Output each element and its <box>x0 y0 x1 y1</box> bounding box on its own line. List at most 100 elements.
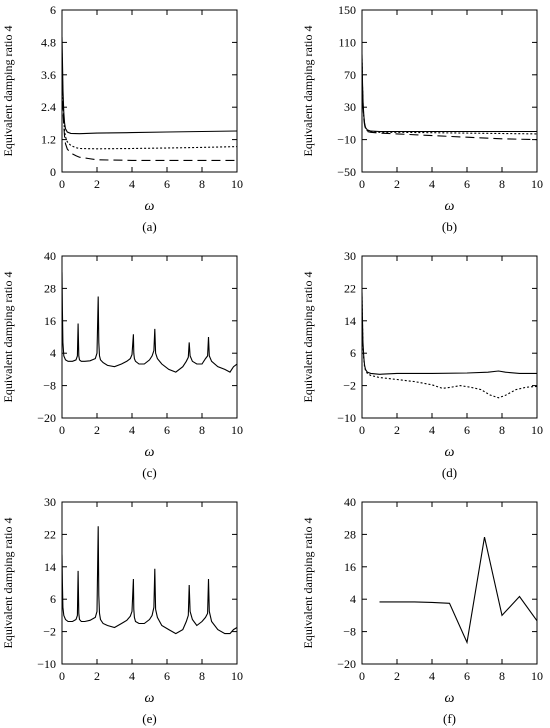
x-tick-label: 8 <box>499 669 505 683</box>
y-tick-label: −20 <box>37 411 56 425</box>
series-line-solid <box>62 36 237 135</box>
y-tick-label: 30 <box>344 100 356 114</box>
y-tick-label: 70 <box>344 68 356 82</box>
panel-f: 0 2 4 6 8 10 −20 −8 4 16 28 40 Equivalent damping ra… <box>301 495 543 726</box>
panel-e: 0 2 4 6 8 10 −10 −2 6 14 22 30 Equivalent damping ra… <box>1 495 243 726</box>
panel-caption: (d) <box>442 465 457 480</box>
panel-c: 0 2 4 6 8 10 −20 −8 4 16 28 40 Equivalent damping ra… <box>1 249 243 480</box>
y-tick-label: −50 <box>337 165 356 179</box>
x-tick-label: 6 <box>464 669 470 683</box>
series-line-solid <box>62 526 237 635</box>
y-tick-label: 4 <box>50 346 56 360</box>
y-tick-label: 22 <box>344 281 356 295</box>
x-tick-label: 8 <box>499 423 505 437</box>
y-tick-label: 6 <box>350 346 356 360</box>
x-tick-label: 4 <box>429 669 435 683</box>
x-tick-label: 8 <box>499 177 505 191</box>
x-tick-label: 0 <box>59 177 65 191</box>
series-line-solid <box>362 292 537 375</box>
x-tick-label: 2 <box>94 177 100 191</box>
y-axis-label: Equivalent damping ratio 4 <box>301 518 315 649</box>
x-tick-label: 4 <box>129 177 135 191</box>
x-axis-label: ω <box>145 445 155 460</box>
x-tick-label: 0 <box>359 423 365 437</box>
y-tick-label: 6 <box>50 3 56 17</box>
x-tick-label: 2 <box>94 669 100 683</box>
series-line-dashed <box>62 58 237 161</box>
x-tick-label: 8 <box>199 669 205 683</box>
x-tick-label: 6 <box>464 177 470 191</box>
y-tick-label: 40 <box>44 249 56 263</box>
y-axis-label: Equivalent damping ratio 4 <box>301 272 315 403</box>
x-axis-label: ω <box>445 691 455 706</box>
x-tick-label: 10 <box>531 177 543 191</box>
x-tick-label: 4 <box>429 177 435 191</box>
x-tick-label: 0 <box>59 669 65 683</box>
x-tick-label: 0 <box>59 423 65 437</box>
panel-caption: (f) <box>443 711 456 726</box>
y-axis-label: Equivalent damping ratio 4 <box>1 272 15 403</box>
y-tick-label: −10 <box>337 133 356 147</box>
series-line-solid <box>362 54 537 133</box>
y-tick-label: 14 <box>44 560 56 574</box>
y-tick-label: −8 <box>43 379 56 393</box>
y-axis-label: Equivalent damping ratio 4 <box>1 518 15 649</box>
x-tick-label: 2 <box>394 669 400 683</box>
x-tick-label: 2 <box>394 423 400 437</box>
y-tick-label: 2.4 <box>41 100 56 114</box>
y-tick-label: 22 <box>44 527 56 541</box>
y-tick-label: −8 <box>343 625 356 639</box>
y-tick-label: 1.2 <box>41 133 56 147</box>
x-tick-label: 10 <box>531 669 543 683</box>
x-tick-label: 2 <box>94 423 100 437</box>
panel-caption: (c) <box>142 465 156 480</box>
y-tick-label: 14 <box>344 314 356 328</box>
x-tick-label: 10 <box>531 423 543 437</box>
x-tick-label: 4 <box>129 423 135 437</box>
series-line-dotted <box>362 296 537 399</box>
series-line-dotted <box>62 53 237 150</box>
y-tick-label: 40 <box>344 495 356 509</box>
x-tick-label: 10 <box>231 669 243 683</box>
panel-caption: (b) <box>442 219 457 234</box>
x-tick-label: 8 <box>199 177 205 191</box>
x-tick-label: 8 <box>199 423 205 437</box>
y-tick-label: 16 <box>44 314 56 328</box>
series-line-solid <box>379 536 537 645</box>
x-tick-label: 4 <box>129 669 135 683</box>
panel-a: 0 2 4 6 8 10 0 1.2 2.4 3.6 4.8 6 Equivalent damping … <box>1 3 243 234</box>
plot-frame <box>361 501 538 665</box>
y-tick-label: 110 <box>338 35 356 49</box>
series-line-dashed <box>362 62 537 141</box>
y-axis-label: Equivalent damping ratio 4 <box>301 26 315 157</box>
x-axis-label: ω <box>445 199 455 214</box>
plot-frame <box>61 255 238 419</box>
y-tick-label: 28 <box>44 281 56 295</box>
y-tick-label: 6 <box>50 592 56 606</box>
y-tick-label: 30 <box>344 249 356 263</box>
y-tick-label: −2 <box>43 625 56 639</box>
x-tick-label: 10 <box>231 423 243 437</box>
y-tick-label: −10 <box>37 657 56 671</box>
y-tick-label: 30 <box>44 495 56 509</box>
x-tick-label: 2 <box>394 177 400 191</box>
x-tick-label: 6 <box>164 669 170 683</box>
x-tick-label: 10 <box>231 177 243 191</box>
panel-caption: (a) <box>142 219 156 234</box>
plot-frame <box>361 9 538 173</box>
y-tick-label: 0 <box>50 165 56 179</box>
x-tick-label: 6 <box>164 177 170 191</box>
y-tick-label: −2 <box>343 379 356 393</box>
x-axis-label: ω <box>145 691 155 706</box>
x-tick-label: 0 <box>359 669 365 683</box>
y-tick-label: 3.6 <box>41 68 56 82</box>
y-tick-label: 150 <box>338 3 356 17</box>
x-tick-label: 6 <box>164 423 170 437</box>
panel-b: 0 2 4 6 8 10 −50 −10 30 70 110 150 Equivalent dampin… <box>301 3 543 234</box>
y-tick-label: 16 <box>344 560 356 574</box>
x-tick-label: 0 <box>359 177 365 191</box>
plot-frame <box>61 9 238 173</box>
series-line-solid <box>62 272 237 373</box>
y-tick-label: 4 <box>350 592 356 606</box>
